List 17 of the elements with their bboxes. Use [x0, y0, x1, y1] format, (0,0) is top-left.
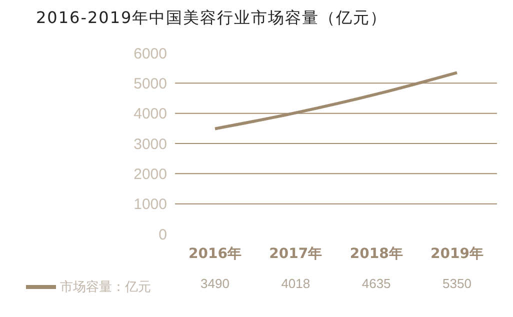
x-tick-label: 2018年 [350, 246, 403, 262]
data-label: 5350 [442, 276, 472, 291]
x-tick-label: 2016年 [188, 246, 242, 262]
x-tick-label: 2019年 [430, 246, 484, 262]
y-tick-label: 6000 [134, 45, 167, 62]
legend-label: 市场容量：亿元 [60, 279, 151, 296]
y-tick-label: 5000 [134, 75, 167, 92]
x-tick-label: 2017年 [269, 246, 322, 262]
y-tick-label: 2000 [134, 166, 167, 183]
data-label: 3490 [200, 276, 230, 291]
chart-title: 2016-2019年中国美容行业市场容量（亿元） [36, 8, 388, 29]
y-tick-label: 0 [158, 226, 167, 244]
data-label: 4635 [362, 276, 391, 291]
y-tick-label: 3000 [134, 136, 167, 153]
y-tick-label: 1000 [134, 196, 167, 214]
y-tick-label: 4000 [134, 106, 167, 123]
data-label: 4018 [281, 276, 310, 291]
